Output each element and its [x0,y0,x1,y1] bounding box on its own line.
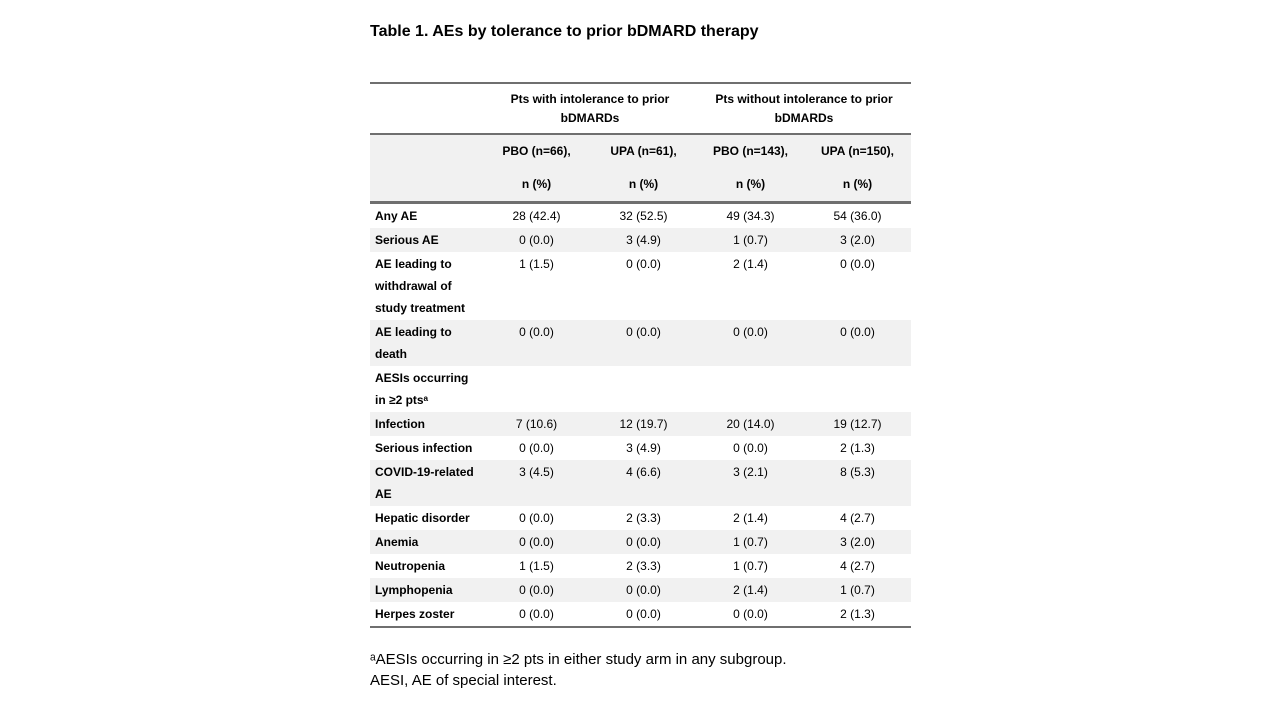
cell-value: 3 (4.9) [626,441,661,455]
cell-value: 0 (0.0) [519,535,554,549]
table-row: Lymphopenia 0 (0.0) 0 (0.0) 2 (1.4) 1 (0… [370,578,911,602]
cell-value: 0 (0.0) [519,607,554,621]
cell-value: 0 (0.0) [519,511,554,525]
row-label: Hepatic disorder [375,511,470,525]
cell-value: 0 (0.0) [626,607,661,621]
row-label: AESIs occurring in ≥2 ptsᵃ [375,371,469,407]
table-row: Serious AE 0 (0.0) 3 (4.9) 1 (0.7) 3 (2.… [370,228,911,252]
cell-value: 1 (0.7) [733,233,768,247]
row-label: AE leading to death [375,325,452,361]
stub-cell [370,83,483,135]
cell-value: 2 (1.4) [733,583,768,597]
cell-value: 3 (4.9) [626,233,661,247]
table-row: Hepatic disorder 0 (0.0) 2 (3.3) 2 (1.4)… [370,506,911,530]
cell-value: 12 (19.7) [619,417,668,431]
cell-value: 28 (42.4) [512,209,561,223]
row-label: Infection [375,417,425,431]
stub-cell [370,134,483,204]
cell-value: 1 (0.7) [733,559,768,573]
cell-value: 0 (0.0) [626,325,661,339]
table-row: AE leading to withdrawal of study treatm… [370,252,911,320]
table-row: Infection 7 (10.6) 12 (19.7) 20 (14.0) 1… [370,412,911,436]
cell-value: 0 (0.0) [733,441,768,455]
table-row-section-aesi: AESIs occurring in ≥2 ptsᵃ [370,366,911,412]
cell-value: 1 (1.5) [519,257,554,271]
column-header-upa-61: UPA (n=61), n (%) [590,134,697,204]
cell-value: 49 (34.3) [726,209,775,223]
cell-value: 7 (10.6) [515,417,558,431]
column-header-row: PBO (n=66), n (%) UPA (n=61), n (%) PBO … [370,134,911,204]
ae-table: Pts with intolerance to prior bDMARDs Pt… [370,82,911,628]
cell-value: 0 (0.0) [626,257,661,271]
group-header-tolerant: Pts without intolerance to prior bDMARDs [697,83,911,135]
cell-value: 20 (14.0) [726,417,775,431]
cell-value: 1 (0.7) [733,535,768,549]
row-label: Herpes zoster [375,607,455,621]
cell-value: 2 (1.4) [733,511,768,525]
row-label: Serious AE [375,233,439,247]
cell-value: 0 (0.0) [626,583,661,597]
footnote-aesi-definition: ᵃAESIs occurring in ≥2 pts in either stu… [370,651,787,668]
table-row: AE leading to death 0 (0.0) 0 (0.0) 0 (0… [370,320,911,366]
row-label: Neutropenia [375,559,446,573]
table-row: Serious infection 0 (0.0) 3 (4.9) 0 (0.0… [370,436,911,460]
cell-value: 3 (2.1) [733,465,768,479]
row-label: Lymphopenia [375,583,453,597]
row-label: Serious infection [375,441,473,455]
column-header-upa-150: UPA (n=150), n (%) [804,134,911,204]
cell-value: 0 (0.0) [840,325,875,339]
table-row: Neutropenia 1 (1.5) 2 (3.3) 1 (0.7) 4 (2… [370,554,911,578]
cell-value: 2 (1.3) [840,607,875,621]
group-header-intolerant: Pts with intolerance to prior bDMARDs [483,83,697,135]
cell-value: 8 (5.3) [840,465,875,479]
footnotes: ᵃAESIs occurring in ≥2 pts in either stu… [370,649,911,691]
cell-value: 0 (0.0) [733,607,768,621]
cell-value: 3 (2.0) [840,233,875,247]
row-label: COVID-19-related AE [375,465,474,501]
cell-value: 32 (52.5) [619,209,668,223]
cell-value: 54 (36.0) [833,209,882,223]
cell-value [483,366,590,412]
table-row: Herpes zoster 0 (0.0) 0 (0.0) 0 (0.0) 2 … [370,602,911,627]
table-row: Any AE 28 (42.4) 32 (52.5) 49 (34.3) 54 … [370,202,911,228]
cell-value: 0 (0.0) [519,325,554,339]
table-row: COVID-19-related AE 3 (4.5) 4 (6.6) 3 (2… [370,460,911,506]
cell-value [697,366,804,412]
cell-value: 19 (12.7) [833,417,882,431]
table-row: Anemia 0 (0.0) 0 (0.0) 1 (0.7) 3 (2.0) [370,530,911,554]
cell-value: 0 (0.0) [519,441,554,455]
cell-value: 4 (2.7) [840,559,875,573]
row-label: Anemia [375,535,419,549]
cell-value: 0 (0.0) [519,583,554,597]
column-header-pbo-143: PBO (n=143), n (%) [697,134,804,204]
cell-value: 0 (0.0) [519,233,554,247]
cell-value: 2 (3.3) [626,511,661,525]
cell-value: 0 (0.0) [626,535,661,549]
table-header: Pts with intolerance to prior bDMARDs Pt… [370,83,911,204]
cell-value: 1 (1.5) [519,559,554,573]
cell-value: 3 (4.5) [519,465,554,479]
table-body: Any AE 28 (42.4) 32 (52.5) 49 (34.3) 54 … [370,202,911,627]
table-figure: Table 1. AEs by tolerance to prior bDMAR… [370,23,911,691]
cell-value: 1 (0.7) [840,583,875,597]
cell-value: 0 (0.0) [840,257,875,271]
cell-value: 2 (3.3) [626,559,661,573]
column-header-pbo-66: PBO (n=66), n (%) [483,134,590,204]
row-label: Any AE [375,209,418,223]
cell-value: 2 (1.4) [733,257,768,271]
cell-value: 4 (2.7) [840,511,875,525]
cell-value [590,366,697,412]
cell-value: 2 (1.3) [840,441,875,455]
table-title: Table 1. AEs by tolerance to prior bDMAR… [370,23,759,40]
cell-value: 3 (2.0) [840,535,875,549]
cell-value: 0 (0.0) [733,325,768,339]
footnote-abbreviation: AESI, AE of special interest. [370,672,557,689]
group-header-row: Pts with intolerance to prior bDMARDs Pt… [370,83,911,135]
cell-value: 4 (6.6) [626,465,661,479]
row-label: AE leading to withdrawal of study treatm… [375,257,466,315]
cell-value [804,366,911,412]
